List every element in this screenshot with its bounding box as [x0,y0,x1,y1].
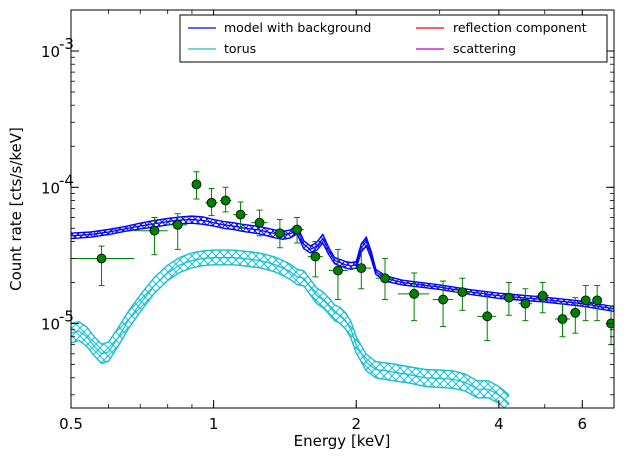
data-marker [149,225,160,236]
data-marker [96,253,107,264]
y-tick-label: 10 [41,316,60,334]
data-point-22 [569,297,581,334]
legend-label-reflection: reflection component [453,20,587,35]
data-point-20 [536,282,549,314]
x-tick-label: 1 [209,415,219,433]
y-axis-label: Count rate [cts/s/keV] [7,127,25,291]
x-tick-label: 2 [351,415,361,433]
data-point-9 [290,217,304,244]
data-point-3 [191,171,202,200]
x-tick-label: 0.5 [59,415,83,433]
y-tick-exponent: -4 [59,171,74,189]
data-marker [457,287,468,298]
data-marker [356,263,367,274]
data-point-1 [134,217,168,256]
legend-label-scattering: scattering [453,41,516,56]
x-tick-label: 4 [494,415,504,433]
x-axis-label: Energy [keV] [294,432,391,450]
data-point-10 [307,241,323,278]
series-line-torus [71,257,510,404]
legend-frame [179,14,608,63]
data-point-23 [580,285,591,322]
data-marker [592,295,603,306]
data-marker [333,265,343,276]
data-point-15 [432,280,453,328]
y-tick-label: 10 [41,179,60,197]
plot-frame [70,9,615,409]
y-tick-exponent: -5 [59,308,74,326]
legend: model with background reflection compone… [179,14,608,63]
data-point-14 [397,272,430,322]
data-marker [191,179,202,190]
upper-line-torus [71,249,510,396]
data-marker [172,219,183,230]
y-tick-exponent: -3 [59,35,74,53]
plot-area [71,171,614,408]
data-marker [580,295,591,306]
data-point-6 [233,201,248,229]
data-marker [235,209,246,220]
data-point-0 [71,245,135,287]
data-point-16 [452,277,472,311]
legend-label-torus: torus [224,41,256,56]
data-point-2 [167,213,188,250]
axes: 0.5 1 2 4 610-510-410-3 [41,9,615,433]
data-marker [254,217,265,228]
x-tick-label: 6 [578,415,588,433]
data-point-17 [477,295,497,342]
data-marker [438,294,448,305]
data-marker [537,290,548,301]
data-marker [274,228,285,239]
data-point-8 [270,219,289,249]
legend-label-model: model with background [224,20,371,35]
data-marker [570,307,581,318]
data-point-13 [375,258,394,301]
band-torus [71,250,509,408]
data-marker [206,197,217,208]
data-point-4 [205,187,218,217]
data-marker [482,311,493,322]
data-point-24 [592,285,603,322]
lower-line-torus [71,264,506,408]
data-marker [520,298,531,309]
data-marker [409,289,420,299]
data-marker [310,251,321,262]
data-point-18 [501,282,517,316]
data-marker [380,273,390,284]
y-tick-label: 10 [41,43,60,61]
data-point-11 [328,248,348,301]
data-marker [220,195,231,206]
data-marker [503,292,514,303]
data-point-5 [219,186,232,213]
data-point-12 [351,248,372,290]
data-point-21 [554,303,570,338]
data-marker [292,224,302,235]
data-marker [557,314,568,324]
data-point-7 [251,209,268,237]
data-point-19 [518,288,533,322]
